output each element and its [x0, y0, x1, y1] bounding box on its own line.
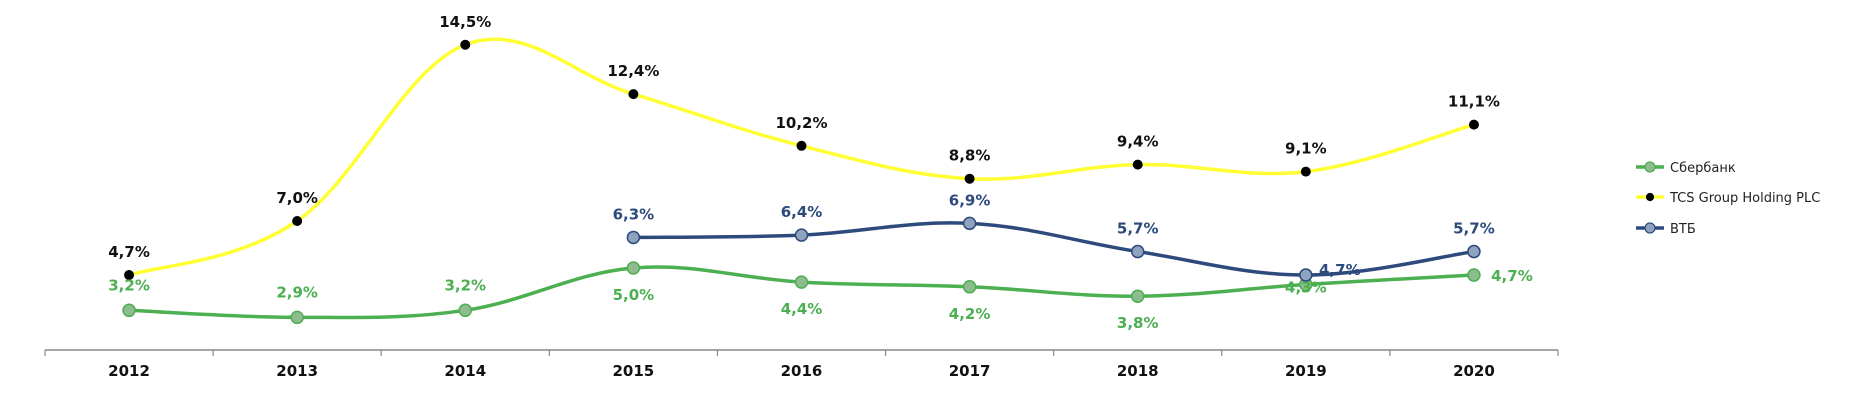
data-point [290, 310, 304, 325]
legend-label: ВТБ [1670, 222, 1696, 237]
data-label: 14,5% [439, 13, 491, 31]
series-1 [124, 37, 1479, 281]
data-point [964, 173, 975, 184]
legend-item: TCS Group Holding PLC [1636, 191, 1820, 206]
data-point [1299, 268, 1313, 282]
data-point [122, 303, 136, 318]
data-point [458, 303, 473, 318]
data-label: 4,7% [108, 243, 150, 261]
data-label: 4,7% [1319, 261, 1361, 279]
data-point [1132, 159, 1143, 170]
data-label: 12,4% [607, 62, 659, 80]
legend-swatch-marker [1645, 192, 1655, 202]
data-point [626, 261, 641, 275]
data-point [794, 228, 809, 242]
data-point [626, 230, 641, 245]
data-label: 4,7% [1491, 267, 1533, 285]
x-tick-label: 2019 [1285, 362, 1327, 380]
data-label: 5,7% [1117, 220, 1159, 238]
x-tick-label: 2014 [444, 362, 486, 380]
data-label: 6,9% [949, 191, 991, 209]
x-tick-label: 2016 [781, 362, 823, 380]
data-point [292, 216, 303, 226]
data-point [962, 280, 977, 294]
data-label: 5,7% [1453, 220, 1495, 238]
data-point [1300, 166, 1311, 177]
data-label: 2,9% [276, 283, 318, 301]
series-line [631, 221, 1476, 277]
data-point [794, 275, 809, 289]
data-point [1468, 119, 1479, 130]
data-label: 7,0% [276, 189, 318, 207]
data-label: 9,4% [1117, 133, 1159, 151]
x-tick-label: 2013 [276, 362, 318, 380]
data-label: 9,1% [1285, 140, 1327, 158]
data-label: 6,4% [781, 203, 823, 221]
legend: Сбербанк TCS Group Holding PLC ВТБ [1636, 161, 1820, 237]
x-tick-label: 2020 [1453, 362, 1495, 380]
data-label: 3,8% [1117, 314, 1159, 332]
data-point [1467, 268, 1481, 282]
data-label: 4,4% [781, 300, 823, 318]
data-point [628, 89, 639, 100]
data-point [124, 270, 135, 281]
legend-label: TCS Group Holding PLC [1669, 191, 1820, 206]
data-label: 8,8% [949, 147, 991, 165]
legend-swatch-marker [1644, 161, 1656, 173]
data-label: 4,3% [1285, 278, 1327, 296]
series-0 [122, 261, 1481, 325]
x-tick-label: 2017 [949, 362, 991, 380]
data-point [1467, 244, 1481, 259]
x-axis: 2012 2013 2014 2015 2016 2017 2018 2019 2020 [44, 349, 1559, 380]
data-point [962, 216, 977, 231]
data-point [796, 140, 807, 151]
data-point [460, 39, 471, 50]
data-label: 4,2% [949, 305, 991, 323]
data-point [1130, 244, 1145, 259]
data-point [1130, 289, 1145, 303]
x-tick-label: 2012 [108, 362, 150, 380]
data-label: 5,0% [613, 286, 655, 304]
legend-label: Сбербанк [1670, 161, 1736, 176]
data-label: 6,3% [613, 205, 655, 223]
legend-item: ВТБ [1636, 222, 1696, 237]
x-tick-label: 2018 [1117, 362, 1159, 380]
series-2 [626, 216, 1481, 282]
legend-item: Сбербанк [1636, 161, 1736, 176]
series-line [127, 37, 1476, 277]
data-label: 11,1% [1448, 93, 1500, 111]
legend-swatch-marker [1644, 222, 1656, 234]
data-label: 3,2% [444, 276, 486, 294]
data-labels: 3,2% 2,9% 3,2%5,0%4,4% 4,2%3,8%4,3%4,7%4,7%… [108, 13, 1532, 332]
data-label: 3,2% [108, 276, 150, 294]
data-label: 10,2% [775, 114, 827, 132]
series-layer [122, 37, 1481, 325]
x-tick-label: 2015 [613, 362, 655, 380]
